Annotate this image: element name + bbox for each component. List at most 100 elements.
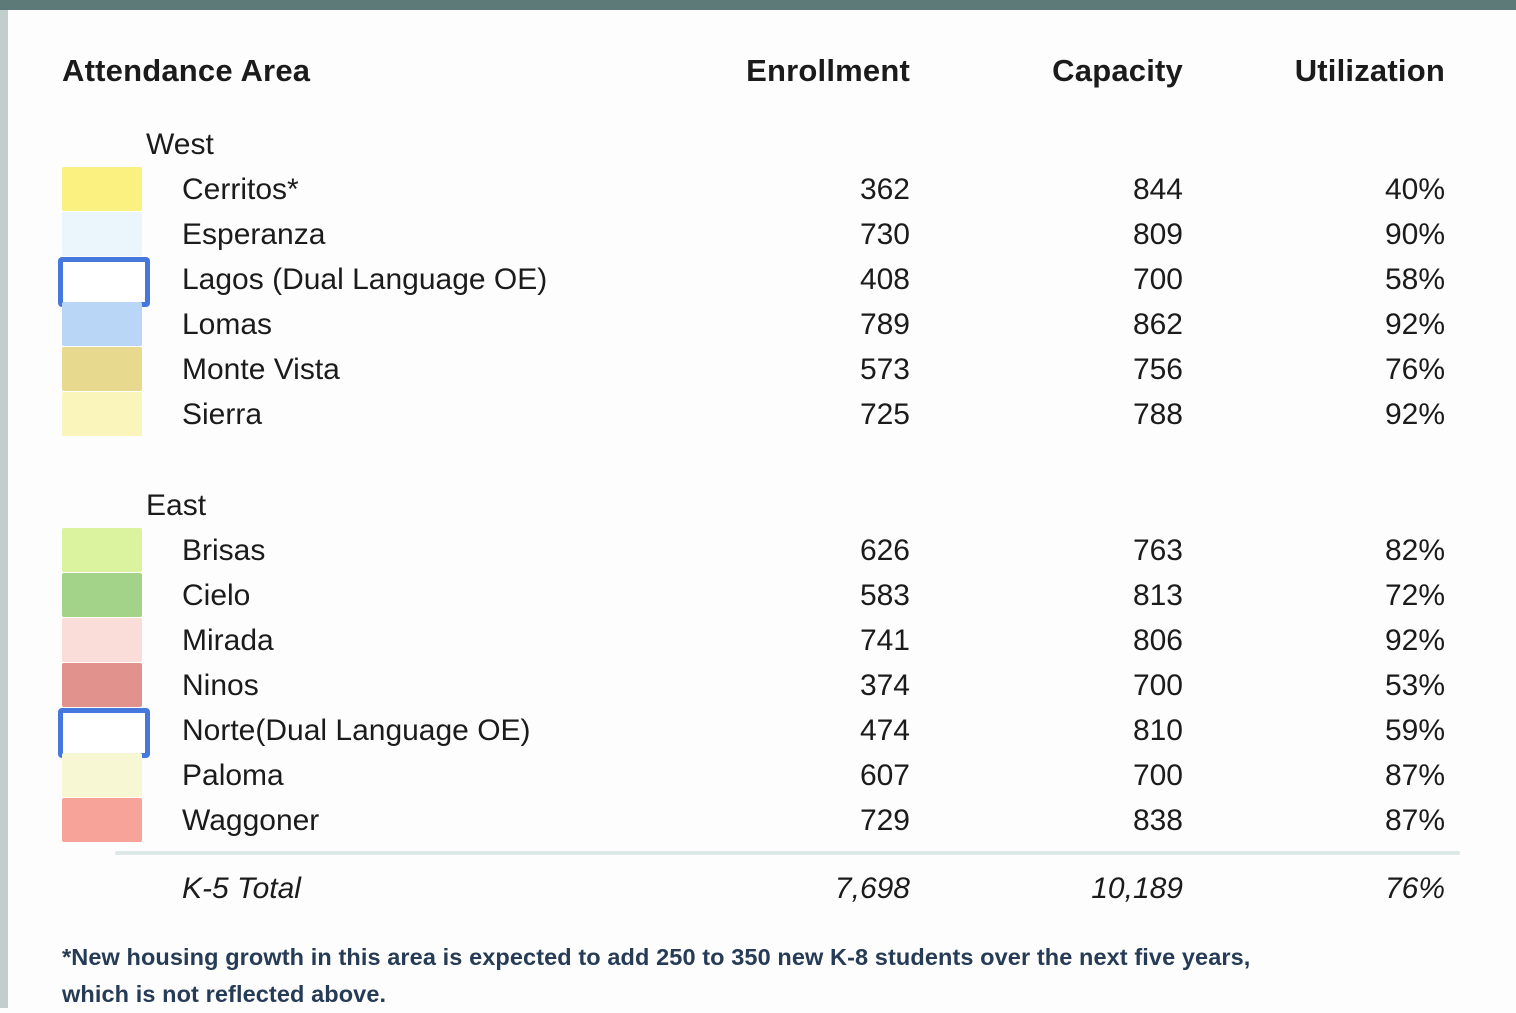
- table-row: Norte(Dual Language OE) 474 810 59%: [58, 708, 1516, 758]
- total-divider: [115, 851, 1460, 855]
- table-row: Lomas 789 862 92%: [62, 302, 1516, 347]
- capacity-value: 809: [1132, 217, 1183, 251]
- section-label: West: [146, 127, 214, 161]
- section-label: East: [146, 488, 207, 522]
- school-name: Cerritos*: [182, 172, 299, 206]
- table-row: Lagos (Dual Language OE) 408 700 58%: [58, 257, 1516, 307]
- section-gap: [62, 437, 1516, 483]
- window-top-border: [0, 0, 1516, 10]
- capacity-value: 810: [1132, 713, 1183, 747]
- school-name: Monte Vista: [182, 352, 340, 386]
- legend-swatch: [62, 167, 142, 211]
- utilization-value: 72%: [1384, 578, 1445, 612]
- enrollment-value: 626: [859, 533, 910, 567]
- capacity-value: 862: [1132, 307, 1183, 341]
- utilization-value: 92%: [1384, 397, 1445, 431]
- utilization-value: 59%: [1384, 713, 1445, 747]
- capacity-value: 700: [1132, 668, 1183, 702]
- column-header-enrollment: Enrollment: [746, 53, 910, 88]
- column-header-capacity: Capacity: [1052, 53, 1183, 88]
- total-enrollment: 7,698: [834, 872, 910, 905]
- legend-swatch: [62, 392, 142, 436]
- school-name: Cielo: [182, 578, 251, 612]
- legend-swatch: [62, 798, 142, 842]
- capacity-value: 756: [1132, 352, 1183, 386]
- utilization-value: 58%: [1384, 262, 1445, 296]
- enrollment-value: 789: [859, 307, 910, 341]
- table-row: Cielo 583 813 72%: [62, 573, 1516, 618]
- footnote-line-2: which is not reflected above.: [62, 981, 387, 1007]
- school-name: Norte(Dual Language OE): [182, 713, 531, 747]
- table-row: Paloma 607 700 87%: [62, 753, 1516, 798]
- total-utilization: 76%: [1384, 872, 1445, 905]
- enrollment-value: 607: [859, 758, 910, 792]
- column-header-utilization: Utilization: [1294, 53, 1445, 88]
- table-row: Esperanza 730 809 90%: [62, 212, 1516, 257]
- enrollment-value: 730: [859, 217, 910, 251]
- footnote: *New housing growth in this area is expe…: [62, 939, 1516, 1013]
- capacity-value: 700: [1132, 262, 1183, 296]
- school-name: Esperanza: [182, 217, 326, 251]
- enrollment-value: 362: [859, 172, 910, 206]
- total-capacity: 10,189: [1091, 872, 1183, 905]
- window-left-strip: [0, 10, 8, 1008]
- utilization-value: 87%: [1384, 803, 1445, 837]
- utilization-value: 53%: [1384, 668, 1445, 702]
- table-row: Monte Vista 573 756 76%: [62, 347, 1516, 392]
- enrollment-value: 408: [859, 262, 910, 296]
- enrollment-value: 741: [859, 623, 910, 657]
- legend-swatch: [62, 618, 142, 662]
- legend-swatch-outlined: [58, 708, 150, 758]
- enrollment-value: 725: [859, 397, 910, 431]
- enrollment-value: 573: [859, 352, 910, 386]
- school-name: Paloma: [182, 758, 284, 792]
- legend-swatch: [62, 528, 142, 572]
- enrollment-value: 374: [859, 668, 910, 702]
- legend-swatch: [62, 753, 142, 797]
- capacity-value: 838: [1132, 803, 1183, 837]
- legend-swatch: [62, 347, 142, 391]
- enrollment-value: 474: [859, 713, 910, 747]
- legend-swatch: [62, 302, 142, 346]
- total-row: K-5 Total 7,698 10,189 76%: [62, 861, 1516, 917]
- capacity-value: 813: [1132, 578, 1183, 612]
- capacity-value: 788: [1132, 397, 1183, 431]
- table-row: Mirada 741 806 92%: [62, 618, 1516, 663]
- school-name: Brisas: [182, 533, 266, 567]
- capacity-value: 763: [1132, 533, 1183, 567]
- utilization-value: 92%: [1384, 623, 1445, 657]
- school-name: Lomas: [182, 307, 273, 341]
- table-row: Cerritos* 362 844 40%: [62, 167, 1516, 212]
- legend-swatch: [62, 573, 142, 617]
- capacity-value: 700: [1132, 758, 1183, 792]
- table-row: Ninos 374 700 53%: [62, 663, 1516, 708]
- total-label: K-5 Total: [182, 872, 301, 905]
- column-header-attendance-area: Attendance Area: [62, 53, 311, 88]
- utilization-value: 92%: [1384, 307, 1445, 341]
- legend-swatch-outlined: [58, 257, 150, 307]
- table-row: Sierra 725 788 92%: [62, 392, 1516, 437]
- utilization-value: 90%: [1384, 217, 1445, 251]
- table-row: Waggoner 729 838 87%: [62, 798, 1516, 843]
- enrollment-value: 729: [859, 803, 910, 837]
- school-name: Waggoner: [182, 803, 320, 837]
- capacity-value: 844: [1132, 172, 1183, 206]
- school-name: Mirada: [182, 623, 274, 657]
- legend-swatch: [62, 212, 142, 256]
- section-row-east: East: [62, 483, 1516, 528]
- table-header-row: Attendance Area Enrollment Capacity Util…: [62, 46, 1516, 96]
- report-page: Attendance Area Enrollment Capacity Util…: [8, 10, 1516, 1008]
- school-name: Ninos: [182, 668, 259, 702]
- section-row-west: West: [62, 122, 1516, 167]
- school-name: Lagos (Dual Language OE): [182, 262, 548, 296]
- utilization-value: 82%: [1384, 533, 1445, 567]
- enrollment-value: 583: [859, 578, 910, 612]
- utilization-value: 87%: [1384, 758, 1445, 792]
- footnote-line-1: *New housing growth in this area is expe…: [62, 944, 1251, 970]
- capacity-value: 806: [1132, 623, 1183, 657]
- utilization-value: 76%: [1384, 352, 1445, 386]
- legend-swatch: [62, 663, 142, 707]
- utilization-value: 40%: [1384, 172, 1445, 206]
- table-row: Brisas 626 763 82%: [62, 528, 1516, 573]
- school-name: Sierra: [182, 397, 263, 431]
